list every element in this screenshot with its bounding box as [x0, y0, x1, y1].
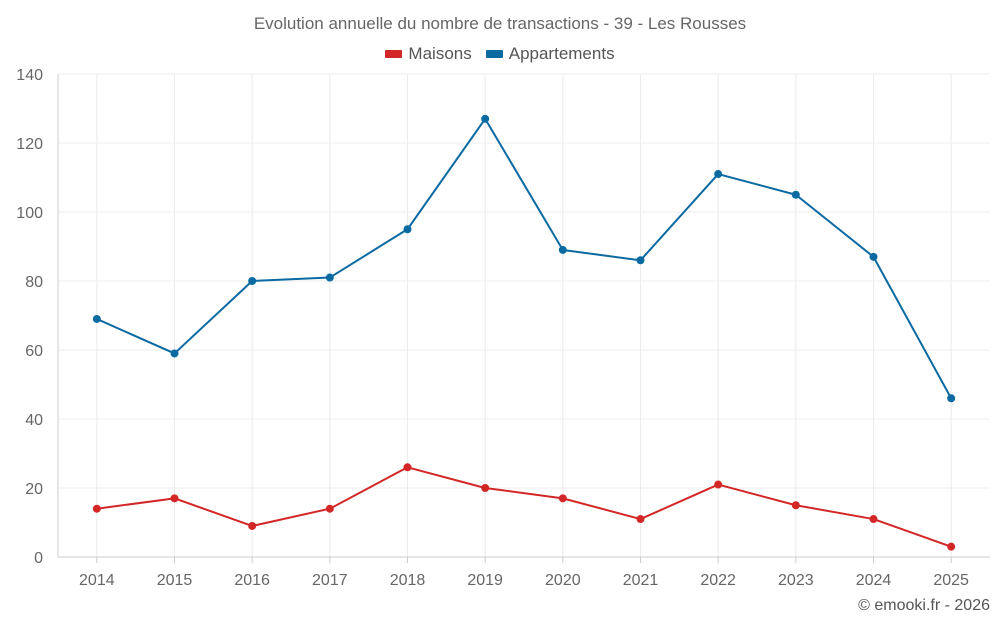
data-point-appartements[interactable]: [248, 277, 257, 285]
x-tick-label: 2015: [157, 572, 193, 589]
y-tick-label: 140: [16, 67, 43, 84]
data-point-maisons[interactable]: [481, 484, 490, 492]
legend-label-appartements: Appartements: [508, 44, 615, 63]
x-tick-label: 2021: [623, 572, 659, 589]
data-point-appartements[interactable]: [403, 225, 412, 234]
legend-swatch-maisons: [385, 50, 403, 58]
data-point-appartements[interactable]: [636, 256, 645, 265]
y-tick-label: 20: [25, 481, 43, 498]
data-point-maisons[interactable]: [947, 542, 956, 551]
chart-title: Evolution annuelle du nombre de transact…: [253, 14, 747, 33]
x-tick-label: 2017: [312, 572, 348, 589]
data-point-maisons[interactable]: [325, 504, 334, 513]
x-tick-label: 2014: [79, 572, 115, 589]
data-point-appartements[interactable]: [869, 252, 878, 261]
y-tick-label: 60: [25, 343, 43, 360]
x-tick-label: 2019: [467, 572, 503, 589]
legend-label-maisons: Maisons: [408, 44, 472, 63]
data-point-appartements[interactable]: [791, 190, 800, 199]
x-tick-label: 2024: [856, 572, 892, 589]
series-line-appartements: [96, 117, 953, 399]
data-point-maisons[interactable]: [558, 494, 567, 503]
data-point-appartements[interactable]: [92, 314, 101, 323]
legend-item-maisons[interactable]: Maisons: [385, 44, 472, 64]
y-tick-label: 120: [16, 136, 43, 153]
data-point-maisons[interactable]: [869, 515, 878, 524]
x-tick-label: 2018: [390, 572, 426, 589]
credit-text: © emooki.fr - 2026: [858, 597, 990, 614]
data-point-maisons[interactable]: [714, 480, 723, 489]
legend-swatch-appartements: [485, 50, 503, 58]
data-point-appartements[interactable]: [325, 273, 334, 282]
data-point-maisons[interactable]: [636, 515, 645, 524]
data-point-maisons[interactable]: [248, 521, 257, 530]
x-tick-label: 2020: [545, 572, 581, 589]
y-tick-label: 40: [25, 412, 43, 429]
x-tick-label: 2023: [778, 572, 814, 589]
x-tick-label: 2016: [234, 572, 270, 589]
data-point-maisons[interactable]: [92, 504, 101, 513]
x-tick-label: 2022: [700, 572, 736, 589]
legend-item-appartements[interactable]: Appartements: [485, 44, 615, 64]
y-tick-label: 0: [34, 550, 43, 567]
y-tick-label: 100: [16, 205, 43, 222]
series-line-maisons: [96, 466, 952, 548]
data-point-maisons[interactable]: [403, 463, 412, 472]
data-point-appartements[interactable]: [558, 245, 567, 254]
data-point-appartements[interactable]: [947, 394, 956, 403]
data-point-appartements[interactable]: [481, 114, 490, 123]
data-point-maisons[interactable]: [791, 501, 800, 510]
data-point-maisons[interactable]: [170, 494, 179, 503]
y-tick-label: 80: [25, 274, 43, 291]
chart-legend: Maisons Appartements: [0, 44, 1000, 64]
data-point-appartements[interactable]: [714, 170, 723, 179]
x-tick-label: 2025: [933, 572, 969, 589]
data-point-appartements[interactable]: [170, 349, 179, 358]
